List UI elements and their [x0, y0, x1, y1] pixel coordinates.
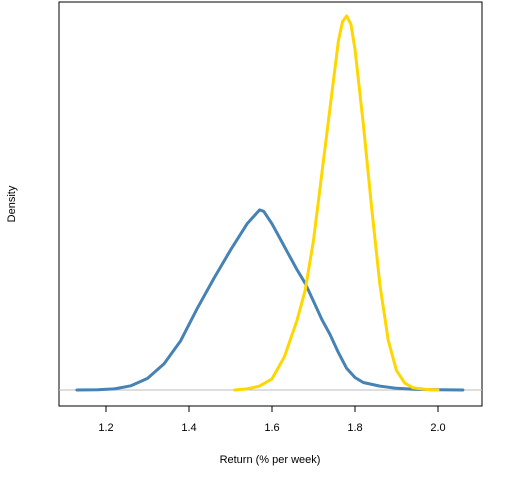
x-tick-label: 1.8 — [347, 422, 362, 434]
x-axis-title: Return (% per week) — [220, 454, 321, 466]
density-line-2 — [233, 14, 440, 392]
x-tick-label: 2.0 — [430, 422, 445, 434]
y-axis-title: Density — [6, 185, 18, 222]
density-line-1 — [75, 208, 465, 392]
plot-frame — [58, 1, 483, 407]
x-tick-label: 1.4 — [181, 422, 196, 434]
series-layer — [75, 14, 465, 392]
x-axis: 1.2 1.4 1.6 1.8 2.0 — [98, 405, 446, 434]
x-tick-label: 1.2 — [98, 422, 113, 434]
x-tick-label: 1.6 — [264, 422, 279, 434]
